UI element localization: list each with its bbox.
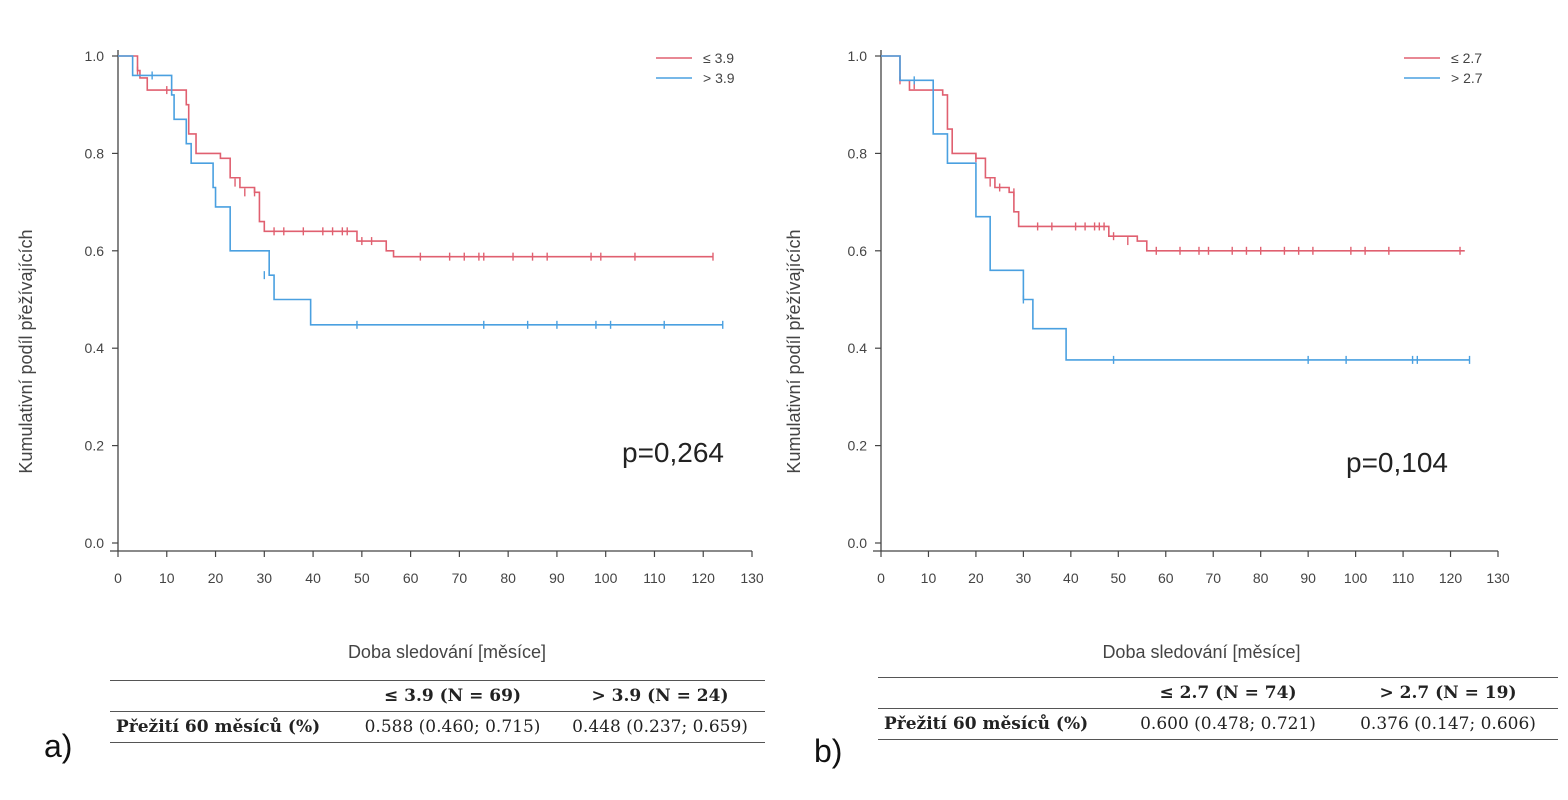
x-tick-label: 40 <box>1063 570 1079 586</box>
x-tick-label: 90 <box>1300 570 1316 586</box>
survival-table-a: ≤ 3.9 (N = 69) > 3.9 (N = 24) Přežití 60… <box>110 680 765 743</box>
km-panel-b: 0.0 0.2 0.4 0.6 0.8 1.0 0 10 20 30 40 50 60 70 80 90 100… <box>784 0 1568 800</box>
x-tick-label: 0 <box>877 570 885 586</box>
table-row-label: Přežití 60 měsíců (%) <box>878 708 1118 740</box>
x-tick-label: 70 <box>452 570 468 586</box>
y-tick-label: 0.4 <box>848 340 868 356</box>
km-chart-a: 0.0 0.2 0.4 0.6 0.8 1.0 0 10 20 30 40 50 60 70 80 90 100… <box>16 48 764 662</box>
table-header-cell <box>878 677 1118 709</box>
x-tick-label: 120 <box>692 570 716 586</box>
table-header-cell <box>110 680 350 712</box>
panel-label-b: b) <box>814 733 843 769</box>
series-line-0 <box>118 55 713 258</box>
x-tick-label: 110 <box>1392 570 1415 586</box>
x-tick-label: 20 <box>208 570 224 586</box>
x-tick-label: 70 <box>1205 570 1221 586</box>
table-row-label: Přežití 60 měsíců (%) <box>110 711 350 743</box>
legend-label-1: > 2.7 <box>1451 70 1483 86</box>
x-tick-label: 80 <box>500 570 516 586</box>
table-row: Přežití 60 měsíců (%) 0.588 (0.460; 0.71… <box>110 711 765 743</box>
table-row: Přežití 60 měsíců (%) 0.600 (0.478; 0.72… <box>878 708 1558 740</box>
x-tick-label: 10 <box>921 570 937 586</box>
x-tick-label: 60 <box>403 570 419 586</box>
x-tick-label: 0 <box>114 570 122 586</box>
series-line-1 <box>118 55 723 326</box>
x-tick-label: 100 <box>594 570 618 586</box>
y-tick-label: 1.0 <box>85 48 105 64</box>
y-axis-label: Kumulativní podíl přežívajících <box>16 229 36 473</box>
x-tick-label: 60 <box>1158 570 1174 586</box>
table-cell: 0.600 (0.478; 0.721) <box>1118 708 1338 740</box>
y-tick-label: 0.6 <box>848 243 868 259</box>
x-tick-label: 50 <box>1111 570 1127 586</box>
table-header-cell: ≤ 2.7 (N = 74) <box>1118 677 1338 709</box>
x-tick-label: 30 <box>257 570 273 586</box>
y-tick-label: 0.0 <box>848 535 868 551</box>
table-cell: 0.376 (0.147; 0.606) <box>1338 708 1558 740</box>
x-tick-label: 40 <box>305 570 321 586</box>
table-header-cell: > 2.7 (N = 19) <box>1338 677 1558 709</box>
x-tick-label: 90 <box>549 570 565 586</box>
table-header-row: ≤ 3.9 (N = 69) > 3.9 (N = 24) <box>110 680 765 712</box>
series-line-0 <box>881 55 1465 252</box>
y-tick-label: 1.0 <box>848 48 868 64</box>
table-header-row: ≤ 2.7 (N = 74) > 2.7 (N = 19) <box>878 677 1558 709</box>
y-tick-label: 0.8 <box>848 145 868 161</box>
legend-label-0: ≤ 2.7 <box>1451 50 1482 66</box>
x-tick-label: 30 <box>1016 570 1032 586</box>
x-tick-label: 10 <box>159 570 175 586</box>
x-tick-label: 130 <box>1486 570 1510 586</box>
table-header-cell: > 3.9 (N = 24) <box>555 680 765 712</box>
x-tick-label: 120 <box>1439 570 1463 586</box>
series-line-1 <box>881 55 1470 361</box>
km-chart-b: 0.0 0.2 0.4 0.6 0.8 1.0 0 10 20 30 40 50 60 70 80 90 100… <box>784 48 1510 662</box>
panel-label-a: a) <box>44 728 73 764</box>
y-tick-label: 0.2 <box>848 438 868 454</box>
km-panel-a: 0.0 0.2 0.4 0.6 0.8 1.0 0 10 20 30 40 50 60 70 80 90 100… <box>16 48 765 764</box>
table-cell: 0.448 (0.237; 0.659) <box>555 711 765 743</box>
legend-label-1: > 3.9 <box>703 70 735 86</box>
y-axis-label: Kumulativní podíl přežívajících <box>784 229 804 473</box>
x-tick-label: 50 <box>354 570 370 586</box>
x-tick-label: 110 <box>643 570 666 586</box>
table-cell: 0.588 (0.460; 0.715) <box>350 711 555 743</box>
y-tick-label: 0.8 <box>85 145 105 161</box>
survival-table-b: ≤ 2.7 (N = 74) > 2.7 (N = 19) Přežití 60… <box>878 677 1558 740</box>
legend-label-0: ≤ 3.9 <box>703 50 734 66</box>
x-tick-label: 20 <box>968 570 984 586</box>
y-tick-label: 0.2 <box>85 438 105 454</box>
p-value-annotation: p=0,104 <box>1346 447 1448 478</box>
y-tick-label: 0.4 <box>85 340 105 356</box>
x-axis-label: Doba sledování [měsíce] <box>348 642 546 662</box>
x-axis-label: Doba sledování [měsíce] <box>1102 642 1300 662</box>
y-tick-label: 0.0 <box>85 535 105 551</box>
x-tick-label: 80 <box>1253 570 1269 586</box>
x-tick-label: 130 <box>740 570 764 586</box>
table-header-cell: ≤ 3.9 (N = 69) <box>350 680 555 712</box>
p-value-annotation: p=0,264 <box>622 437 724 468</box>
x-tick-label: 100 <box>1344 570 1368 586</box>
y-tick-label: 0.6 <box>85 243 105 259</box>
